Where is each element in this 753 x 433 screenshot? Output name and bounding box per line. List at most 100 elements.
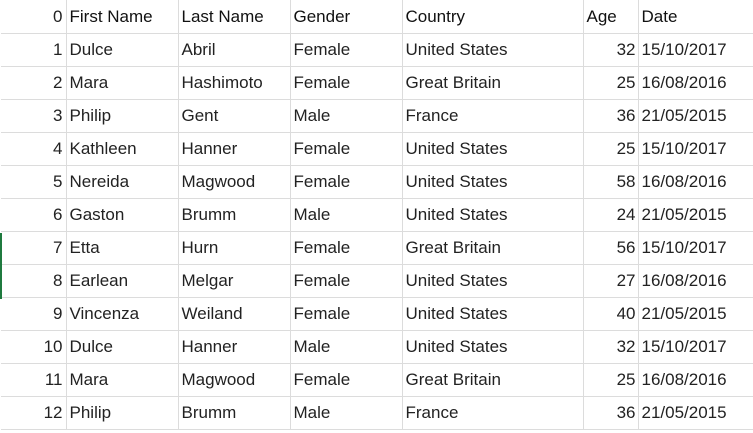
last-name-cell[interactable]: Abril [178,33,291,67]
last-name-cell[interactable]: Melgar [178,264,291,298]
gender-cell[interactable]: Female [290,363,403,397]
gender-cell[interactable]: Male [290,330,403,364]
country-cell[interactable]: United States [402,297,584,331]
first-name-cell[interactable]: Earlean [66,264,179,298]
gender-cell[interactable]: Female [290,264,403,298]
country-cell[interactable]: Great Britain [402,363,584,397]
date-cell[interactable]: 16/08/2016 [638,165,753,199]
date-cell[interactable]: 16/08/2016 [638,363,753,397]
country-cell[interactable]: United States [402,330,584,364]
table-row[interactable]: 8 Earlean Melgar Female United States 27 16/08… [1,264,753,298]
row-index-cell[interactable]: 6 [1,198,67,232]
row-index-cell[interactable]: 4 [1,132,67,166]
country-cell[interactable]: United States [402,33,584,67]
age-cell[interactable]: 24 [583,198,639,232]
gender-cell[interactable]: Female [290,66,403,100]
date-cell[interactable]: 15/10/2017 [638,330,753,364]
gender-cell[interactable]: Male [290,396,403,430]
row-index-cell[interactable]: 9 [1,297,67,331]
last-name-cell[interactable]: Brumm [178,396,291,430]
last-name-cell[interactable]: Hashimoto [178,66,291,100]
age-cell[interactable]: 36 [583,396,639,430]
first-name-cell[interactable]: Gaston [66,198,179,232]
table-row[interactable]: 1 Dulce Abril Female United States 32 15/10/20… [1,33,753,67]
date-cell[interactable]: 16/08/2016 [638,264,753,298]
first-name-cell[interactable]: Kathleen [66,132,179,166]
last-name-cell[interactable]: Hanner [178,330,291,364]
table-row[interactable]: 9 Vincenza Weiland Female United States 40 21/… [1,297,753,331]
gender-cell[interactable]: Male [290,198,403,232]
row-index-cell[interactable]: 3 [1,99,67,133]
date-cell[interactable]: 15/10/2017 [638,231,753,265]
first-name-cell[interactable]: Mara [66,66,179,100]
age-cell[interactable]: 56 [583,231,639,265]
last-name-cell[interactable]: Weiland [178,297,291,331]
last-name-cell[interactable]: Brumm [178,198,291,232]
first-name-cell[interactable]: Etta [66,231,179,265]
last-name-cell[interactable]: Magwood [178,363,291,397]
last-name-cell[interactable]: Hurn [178,231,291,265]
country-cell[interactable]: United States [402,165,584,199]
table-row[interactable]: 10 Dulce Hanner Male United States 32 15/10/20… [1,330,753,364]
first-name-cell[interactable]: Vincenza [66,297,179,331]
table-row[interactable]: 3 Philip Gent Male France 36 21/05/2015 [1,99,753,133]
age-cell[interactable]: 32 [583,330,639,364]
gender-cell[interactable]: Female [290,33,403,67]
column-header-date[interactable]: Date [638,0,753,34]
first-name-cell[interactable]: Dulce [66,330,179,364]
last-name-cell[interactable]: Magwood [178,165,291,199]
date-cell[interactable]: 21/05/2015 [638,396,753,430]
date-cell[interactable]: 16/08/2016 [638,66,753,100]
table-row[interactable]: 11 Mara Magwood Female Great Britain 25 16/08/… [1,363,753,397]
table-row[interactable]: 12 Philip Brumm Male France 36 21/05/2015 [1,396,753,430]
row-index-cell[interactable]: 11 [1,363,67,397]
first-name-cell[interactable]: Philip [66,99,179,133]
first-name-cell[interactable]: Dulce [66,33,179,67]
country-cell[interactable]: United States [402,264,584,298]
row-index-cell[interactable]: 1 [1,33,67,67]
column-header-country[interactable]: Country [402,0,584,34]
gender-cell[interactable]: Female [290,132,403,166]
row-index-cell[interactable]: 10 [1,330,67,364]
date-cell[interactable]: 21/05/2015 [638,198,753,232]
column-header-first-name[interactable]: First Name [66,0,179,34]
date-cell[interactable]: 21/05/2015 [638,297,753,331]
table-row[interactable]: 4 Kathleen Hanner Female United States 25 15/1… [1,132,753,166]
table-row[interactable]: 6 Gaston Brumm Male United States 24 21/05/201… [1,198,753,232]
first-name-cell[interactable]: Mara [66,363,179,397]
table-row[interactable]: 2 Mara Hashimoto Female Great Britain 25 16/08… [1,66,753,100]
age-cell[interactable]: 32 [583,33,639,67]
age-cell[interactable]: 27 [583,264,639,298]
gender-cell[interactable]: Female [290,231,403,265]
table-row[interactable]: 5 Nereida Magwood Female United States 58 16/0… [1,165,753,199]
column-header-last-name[interactable]: Last Name [178,0,291,34]
country-cell[interactable]: France [402,99,584,133]
country-cell[interactable]: United States [402,132,584,166]
gender-cell[interactable]: Female [290,165,403,199]
country-cell[interactable]: France [402,396,584,430]
row-index-cell[interactable]: 5 [1,165,67,199]
gender-cell[interactable]: Female [290,297,403,331]
age-cell[interactable]: 58 [583,165,639,199]
first-name-cell[interactable]: Nereida [66,165,179,199]
column-header-index[interactable]: 0 [1,0,67,34]
country-cell[interactable]: Great Britain [402,231,584,265]
column-header-age[interactable]: Age [583,0,639,34]
table-row[interactable]: 7 Etta Hurn Female Great Britain 56 15/10/2017 [1,231,753,265]
last-name-cell[interactable]: Gent [178,99,291,133]
gender-cell[interactable]: Male [290,99,403,133]
row-index-cell[interactable]: 12 [1,396,67,430]
date-cell[interactable]: 15/10/2017 [638,33,753,67]
row-index-cell[interactable]: 7 [1,231,67,265]
age-cell[interactable]: 25 [583,66,639,100]
date-cell[interactable]: 15/10/2017 [638,132,753,166]
first-name-cell[interactable]: Philip [66,396,179,430]
country-cell[interactable]: Great Britain [402,66,584,100]
country-cell[interactable]: United States [402,198,584,232]
age-cell[interactable]: 25 [583,363,639,397]
row-index-cell[interactable]: 2 [1,66,67,100]
age-cell[interactable]: 40 [583,297,639,331]
date-cell[interactable]: 21/05/2015 [638,99,753,133]
row-index-cell[interactable]: 8 [1,264,67,298]
last-name-cell[interactable]: Hanner [178,132,291,166]
